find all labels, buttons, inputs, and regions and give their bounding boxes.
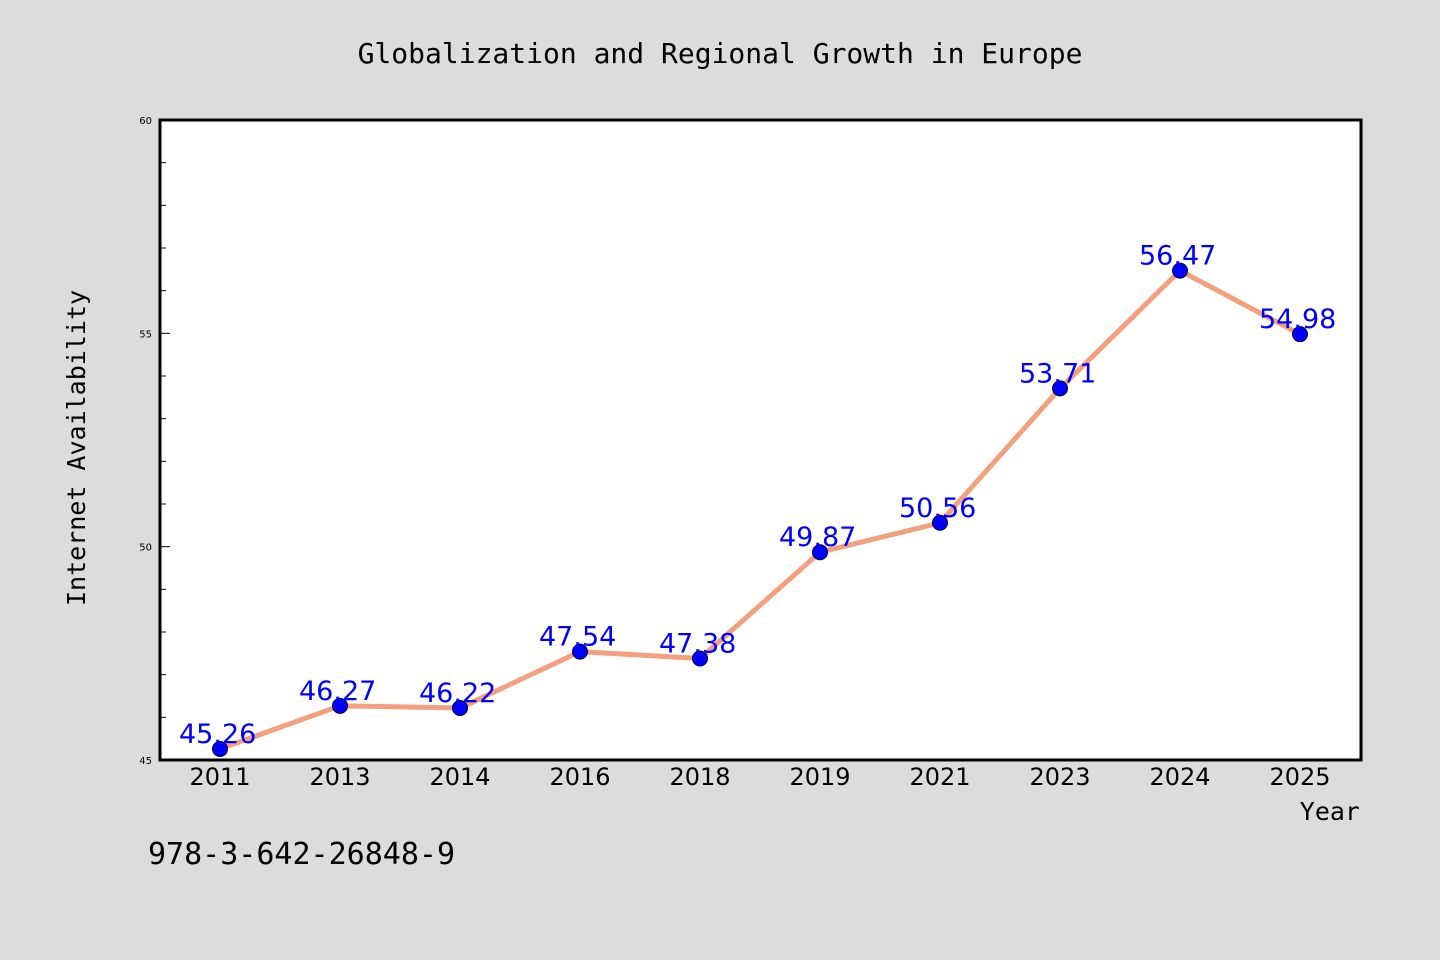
data-point-label: 46.22 bbox=[419, 678, 496, 709]
x-tick-label: 2024 bbox=[1149, 763, 1210, 791]
series-line bbox=[217, 268, 1303, 752]
x-axis-label: Year bbox=[1300, 797, 1360, 826]
data-point-marker bbox=[452, 699, 468, 716]
data-point-marker bbox=[692, 650, 708, 667]
data-point-label: 47.38 bbox=[659, 628, 736, 659]
data-point-label: 53.71 bbox=[1019, 358, 1096, 389]
x-tick-label: 2019 bbox=[789, 763, 850, 791]
footnote-isbn: 978-3-642-26848-9 bbox=[148, 837, 455, 872]
data-point-marker bbox=[1292, 326, 1308, 343]
data-point-marker bbox=[1172, 262, 1188, 279]
data-point-label: 56.47 bbox=[1139, 241, 1216, 272]
x-tick-label: 2021 bbox=[909, 763, 970, 791]
x-axis-tick-labels: 2011 2013 2014 2016 2018 2019 2021 2023 2024 2025 bbox=[189, 763, 1330, 791]
data-point-label: 46.27 bbox=[299, 676, 376, 707]
data-point-label: 54.98 bbox=[1259, 304, 1336, 335]
data-point-marker bbox=[332, 697, 348, 714]
plot-area bbox=[158, 118, 1363, 762]
x-tick-label: 2016 bbox=[549, 763, 610, 791]
y-tick-label: 55 bbox=[139, 329, 152, 340]
data-point-marker bbox=[1052, 380, 1068, 397]
x-tick-label: 2011 bbox=[189, 763, 250, 791]
x-tick-label: 2013 bbox=[309, 763, 370, 791]
data-point-label: 45.26 bbox=[179, 719, 256, 750]
data-point-label: 49.87 bbox=[779, 522, 856, 553]
series-markers bbox=[212, 262, 1308, 757]
y-axis-label: Internet Availability bbox=[62, 290, 91, 606]
data-point-marker bbox=[812, 544, 828, 561]
y-tick-label: 60 bbox=[139, 116, 152, 127]
data-point-label: 50.56 bbox=[899, 493, 976, 524]
data-point-label: 47.54 bbox=[539, 622, 616, 653]
x-tick-label: 2018 bbox=[669, 763, 730, 791]
data-point-marker bbox=[932, 514, 948, 531]
data-labels: 45.26 46.27 46.22 47.54 47.38 49.87 50.56 53.71… bbox=[179, 241, 1336, 750]
y-tick-label: 45 bbox=[139, 756, 152, 767]
x-tick-label: 2023 bbox=[1029, 763, 1090, 791]
data-point-marker bbox=[572, 643, 588, 660]
y-axis-tick-labels: 45 50 55 60 bbox=[139, 116, 152, 767]
chart-title: Globalization and Regional Growth in Eur… bbox=[358, 37, 1083, 70]
data-point-marker bbox=[212, 740, 228, 757]
x-tick-label: 2025 bbox=[1269, 763, 1330, 791]
x-tick-label: 2014 bbox=[429, 763, 490, 791]
y-axis-ticks bbox=[160, 119, 170, 761]
y-tick-label: 50 bbox=[139, 543, 152, 554]
